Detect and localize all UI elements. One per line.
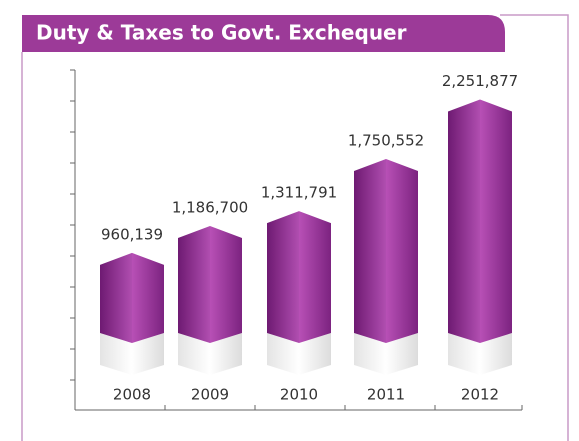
bar-base-right: [210, 333, 242, 375]
bar: [448, 99, 512, 343]
value-label: 1,311,791: [261, 184, 337, 202]
bar-base-right: [299, 333, 331, 375]
bar-base-left: [178, 333, 210, 375]
value-label: 960,139: [101, 225, 163, 243]
bar-face-right: [299, 211, 331, 343]
bar: [100, 252, 164, 343]
bar: [178, 226, 242, 343]
bar-face-left: [354, 159, 386, 343]
bar: [354, 159, 418, 343]
bar-face-left: [100, 252, 132, 343]
chart-title: Duty & Taxes to Govt. Exchequer: [36, 21, 407, 45]
bar-face-left: [178, 226, 210, 343]
value-label: 1,750,552: [348, 132, 424, 150]
x-tick-label: 2012: [461, 386, 499, 404]
bar-base-right: [132, 333, 164, 375]
frame: [21, 14, 569, 441]
header-banner: [22, 15, 505, 52]
bar-base-right: [386, 333, 418, 375]
bar-face-right: [386, 159, 418, 343]
bar-face-left: [448, 99, 480, 343]
axes: [70, 69, 523, 411]
bar-base-left: [354, 333, 386, 375]
x-tick-label: 2010: [280, 386, 318, 404]
bar-base-left: [448, 333, 480, 375]
x-tick-label: 2008: [113, 386, 151, 404]
bar-base-right: [480, 333, 512, 375]
value-label: 2,251,877: [442, 72, 518, 90]
bar-face-right: [132, 252, 164, 343]
bar-face-right: [210, 226, 242, 343]
x-tick-label: 2011: [367, 386, 405, 404]
bar-base-left: [100, 333, 132, 375]
bar-face-left: [267, 211, 299, 343]
bar-face-right: [480, 99, 512, 343]
bar-base-left: [267, 333, 299, 375]
bar: [267, 211, 331, 343]
value-label: 1,186,700: [172, 199, 248, 217]
x-tick-label: 2009: [191, 386, 229, 404]
